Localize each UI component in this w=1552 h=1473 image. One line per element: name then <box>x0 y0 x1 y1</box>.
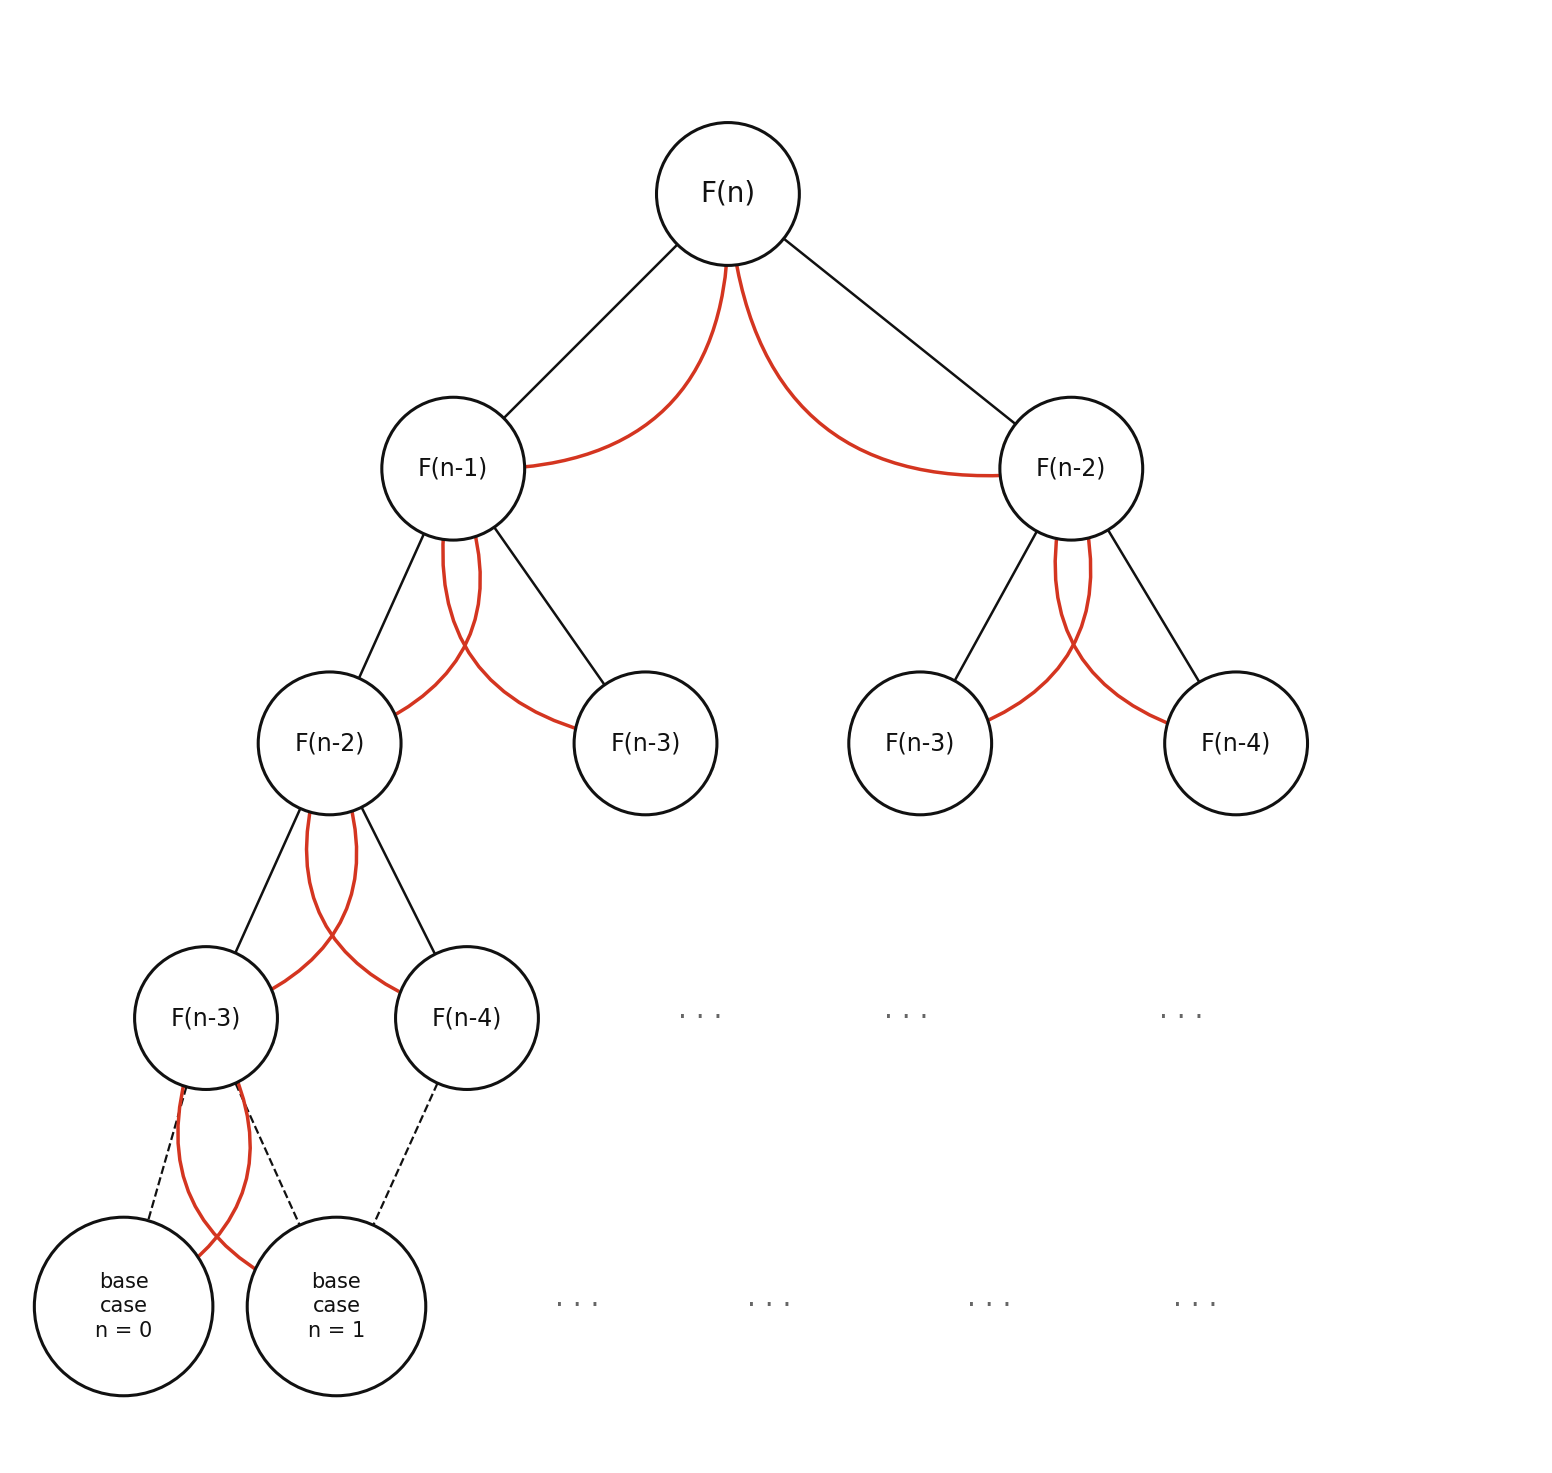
Circle shape <box>247 1217 425 1396</box>
FancyBboxPatch shape <box>577 713 714 773</box>
Text: · · ·: · · · <box>678 1005 723 1033</box>
Text: F(n-3): F(n-3) <box>171 1006 241 1030</box>
Text: F(n-4): F(n-4) <box>1201 732 1271 756</box>
Text: · · ·: · · · <box>1159 1005 1203 1033</box>
FancyArrowPatch shape <box>728 237 1032 476</box>
Text: · · ·: · · · <box>885 1005 928 1033</box>
Text: F(n-4): F(n-4) <box>431 1006 503 1030</box>
Circle shape <box>1164 672 1307 815</box>
FancyArrowPatch shape <box>242 784 357 1005</box>
Circle shape <box>656 122 799 265</box>
FancyBboxPatch shape <box>137 988 275 1049</box>
Circle shape <box>34 1217 213 1396</box>
FancyArrowPatch shape <box>158 1056 250 1287</box>
Text: base
case
n = 0: base case n = 0 <box>95 1271 152 1342</box>
Circle shape <box>396 947 539 1090</box>
Text: · · ·: · · · <box>1173 1292 1217 1320</box>
FancyBboxPatch shape <box>261 713 399 773</box>
FancyArrowPatch shape <box>492 237 734 468</box>
FancyBboxPatch shape <box>397 988 535 1049</box>
Text: base
case
n = 1: base case n = 1 <box>307 1271 365 1342</box>
Text: · · ·: · · · <box>747 1292 792 1320</box>
Circle shape <box>135 947 278 1090</box>
Text: F(n-3): F(n-3) <box>885 732 956 756</box>
Text: F(n-3): F(n-3) <box>610 732 681 756</box>
Text: · · ·: · · · <box>554 1292 599 1320</box>
Text: F(n): F(n) <box>700 180 756 208</box>
FancyArrowPatch shape <box>307 784 430 1006</box>
FancyArrowPatch shape <box>178 1058 300 1293</box>
Text: F(n-1): F(n-1) <box>417 457 489 480</box>
Circle shape <box>999 398 1142 541</box>
Text: F(n-2): F(n-2) <box>1037 457 1107 480</box>
FancyArrowPatch shape <box>1054 510 1198 734</box>
Circle shape <box>382 398 525 541</box>
FancyArrowPatch shape <box>439 511 607 736</box>
Circle shape <box>258 672 400 815</box>
Circle shape <box>574 672 717 815</box>
Text: · · ·: · · · <box>967 1292 1010 1320</box>
FancyArrowPatch shape <box>958 510 1091 732</box>
FancyBboxPatch shape <box>850 713 989 773</box>
FancyBboxPatch shape <box>1003 439 1141 499</box>
FancyBboxPatch shape <box>1167 713 1305 773</box>
Text: F(n-2): F(n-2) <box>295 732 365 756</box>
Circle shape <box>849 672 992 815</box>
FancyArrowPatch shape <box>366 508 480 729</box>
